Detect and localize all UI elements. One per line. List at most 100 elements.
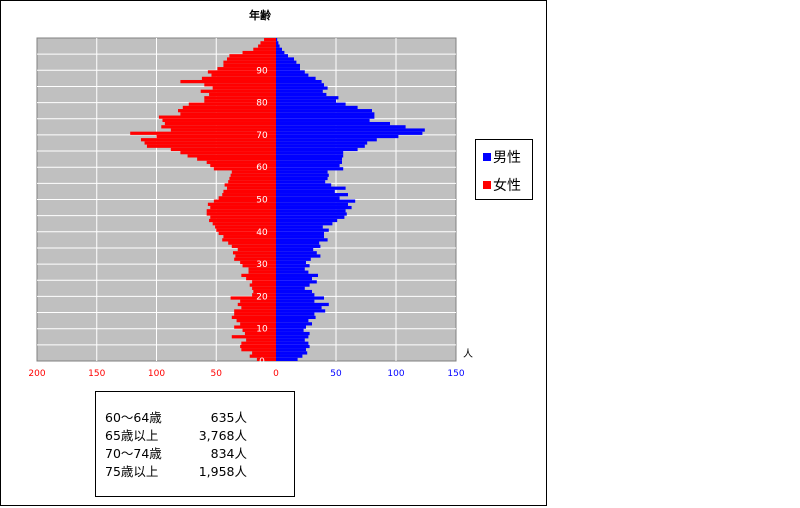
bar-female — [162, 118, 276, 122]
bar-female — [241, 348, 276, 352]
bar-female — [240, 260, 276, 265]
bar-male — [276, 44, 280, 48]
bar-female — [206, 212, 276, 216]
bar-female — [210, 163, 276, 168]
bar-female — [237, 302, 276, 307]
bar-male — [276, 86, 328, 90]
bar-female — [240, 322, 276, 326]
bar-female — [218, 196, 276, 200]
bar-male — [276, 154, 344, 158]
bar-male — [276, 50, 285, 55]
y-tick-label: 50 — [256, 196, 268, 206]
bar-female — [140, 138, 276, 142]
summary-label: 60〜64歳 — [105, 410, 162, 425]
bar-male — [276, 235, 324, 239]
bar-female — [242, 50, 276, 55]
bar-female — [170, 147, 276, 152]
bar-female — [130, 131, 276, 135]
bar-male — [276, 280, 317, 284]
bar-female — [249, 354, 276, 358]
bar-female — [170, 128, 276, 132]
bar-female — [182, 105, 276, 110]
bar-female — [227, 186, 276, 190]
bar-female — [158, 115, 276, 119]
bar-female — [248, 267, 276, 271]
bar-male — [276, 121, 390, 126]
bar-male — [276, 351, 308, 355]
bar-male — [276, 254, 321, 258]
bar-male — [276, 322, 312, 326]
bar-male — [276, 325, 306, 329]
bar-female — [230, 296, 276, 300]
bar-female — [209, 92, 276, 97]
x-tick-label-right: 150 — [447, 369, 464, 379]
bar-female — [197, 157, 276, 161]
bar-female — [252, 286, 276, 290]
bar-male — [276, 125, 406, 129]
bar-male — [276, 247, 314, 252]
bar-female — [249, 283, 276, 287]
bar-male — [276, 257, 311, 261]
bar-male — [276, 231, 324, 236]
bar-male — [276, 283, 310, 287]
bar-female — [260, 41, 276, 45]
bar-male — [276, 147, 358, 152]
bar-female — [217, 67, 276, 71]
bar-male — [276, 299, 315, 303]
bar-male — [276, 196, 340, 200]
bar-male — [276, 131, 423, 135]
bar-male — [276, 63, 300, 68]
bar-female — [242, 328, 276, 332]
summary-label: 70〜74歳 — [105, 446, 162, 461]
bar-male — [276, 144, 365, 148]
x-tick-label-left: 100 — [148, 369, 165, 379]
bar-male — [276, 277, 312, 281]
bar-male — [276, 134, 399, 139]
chart-title: 年齢 — [249, 8, 272, 22]
bar-male — [276, 157, 342, 161]
bar-female — [223, 60, 276, 64]
bar-male — [276, 205, 352, 210]
y-tick-label: 10 — [256, 325, 268, 335]
bar-male — [276, 286, 305, 290]
bar-male — [276, 331, 310, 336]
bar-female — [201, 76, 276, 80]
bar-female — [246, 338, 276, 342]
x-tick-label-left: 150 — [88, 369, 105, 379]
summary-value: 1,958人 — [198, 464, 247, 479]
bar-female — [241, 306, 276, 310]
summary-value: 635人 — [210, 410, 247, 425]
bar-female — [241, 341, 276, 345]
bar-female — [223, 63, 276, 68]
bar-male — [276, 328, 304, 332]
bar-female — [223, 235, 276, 239]
bar-male — [276, 335, 309, 339]
summary-label: 65歳以上 — [105, 428, 159, 443]
bar-female — [215, 225, 276, 229]
bar-male — [276, 293, 315, 297]
bar-female — [258, 44, 276, 48]
bar-female — [234, 312, 276, 316]
bar-female — [229, 176, 276, 181]
bar-male — [276, 189, 335, 194]
summary-row-60-64: 60〜64歳 635人 — [105, 407, 285, 425]
bar-male — [276, 302, 329, 307]
bar-male — [276, 47, 282, 51]
bar-female — [240, 344, 276, 349]
bar-male — [276, 138, 377, 142]
bar-male — [276, 167, 344, 171]
population-pyramid-chart: 年齢 0 10 20 30 40 50 60 70 80 90 200 150 100 50 0 50 10… — [28, 8, 473, 379]
bar-male — [276, 222, 333, 226]
x-tick-label-right: 100 — [387, 369, 404, 379]
bar-female — [252, 351, 276, 355]
bar-male — [276, 273, 318, 278]
bar-male — [276, 238, 328, 242]
bar-female — [228, 180, 276, 184]
legend-label-female: 女性 — [493, 178, 521, 194]
bar-female — [236, 319, 276, 323]
bar-male — [276, 354, 303, 358]
bar-female — [264, 38, 276, 42]
bar-female — [156, 134, 276, 139]
bar-female — [222, 193, 276, 197]
bar-male — [276, 99, 336, 103]
